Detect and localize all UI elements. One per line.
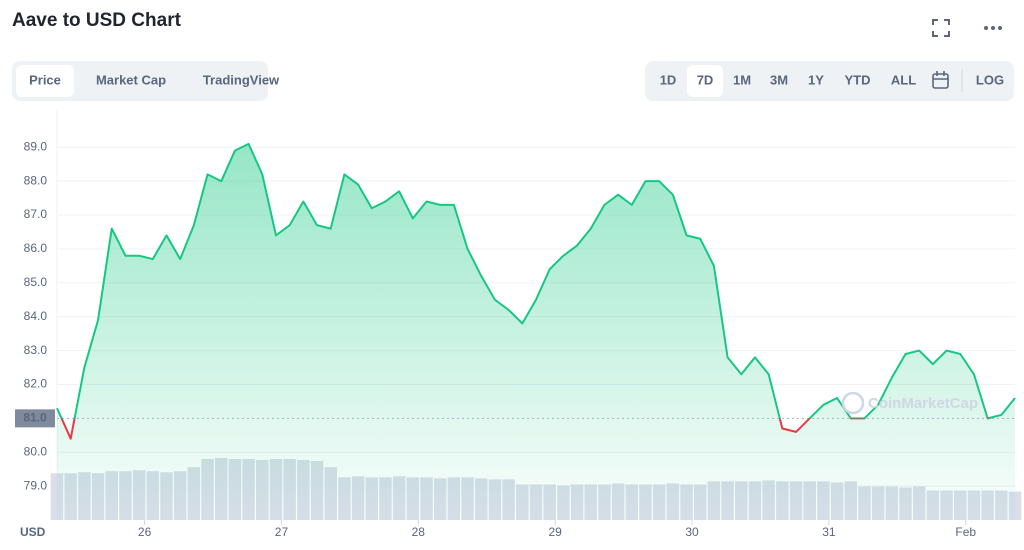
price-area (57, 143, 1015, 521)
x-tick-label: 30 (685, 525, 699, 539)
x-tick-label: 28 (412, 525, 426, 539)
y-tick-label: 79.0 (24, 478, 48, 492)
range-button[interactable]: 1M (733, 72, 751, 87)
y-tick-label: 88.0 (24, 173, 48, 187)
range-button[interactable]: 3M (770, 72, 788, 87)
y-tick-label: 84.0 (24, 309, 48, 323)
x-tick-label: 27 (275, 525, 289, 539)
tab[interactable]: Price (29, 72, 61, 87)
price-line (56, 142, 1016, 440)
tab[interactable]: TradingView (203, 72, 280, 87)
y-tick-label: 86.0 (24, 241, 48, 255)
watermark: CoinMarketCap (868, 395, 978, 412)
log-button[interactable]: LOG (976, 72, 1004, 87)
x-tick-label: Feb (955, 525, 976, 539)
y-tick-label: 83.0 (24, 343, 48, 357)
y-tick-label: 85.0 (24, 275, 48, 289)
calendar-icon[interactable] (932, 71, 949, 89)
y-tick-label: 87.0 (24, 207, 48, 221)
y-tick-label: 82.0 (24, 377, 48, 391)
baseline-label: 81.0 (23, 411, 47, 425)
range-button[interactable]: ALL (891, 72, 916, 87)
range-button[interactable]: 1Y (808, 72, 824, 87)
y-axis-label: USD (20, 525, 46, 539)
fullscreen-icon[interactable] (932, 19, 950, 37)
tab-active-bg (16, 65, 74, 97)
tab-group (12, 61, 268, 101)
y-tick-label: 80.0 (24, 444, 48, 458)
x-tick-label: 29 (548, 525, 562, 539)
range-active-bg (687, 65, 723, 97)
x-tick-label: 26 (138, 525, 152, 539)
watermark-logo (841, 391, 865, 415)
baseline-label-bg (15, 409, 55, 428)
range-button[interactable]: YTD (845, 72, 871, 87)
range-button[interactable]: 7D (697, 72, 714, 87)
y-tick-label: 89.0 (24, 139, 48, 153)
chart-title: Aave to USD Chart (12, 10, 182, 31)
range-group (645, 61, 1014, 101)
range-button[interactable]: 1D (660, 72, 677, 87)
x-tick-label: 31 (822, 525, 836, 539)
more-icon[interactable] (984, 26, 1002, 30)
tab[interactable]: Market Cap (96, 72, 166, 87)
